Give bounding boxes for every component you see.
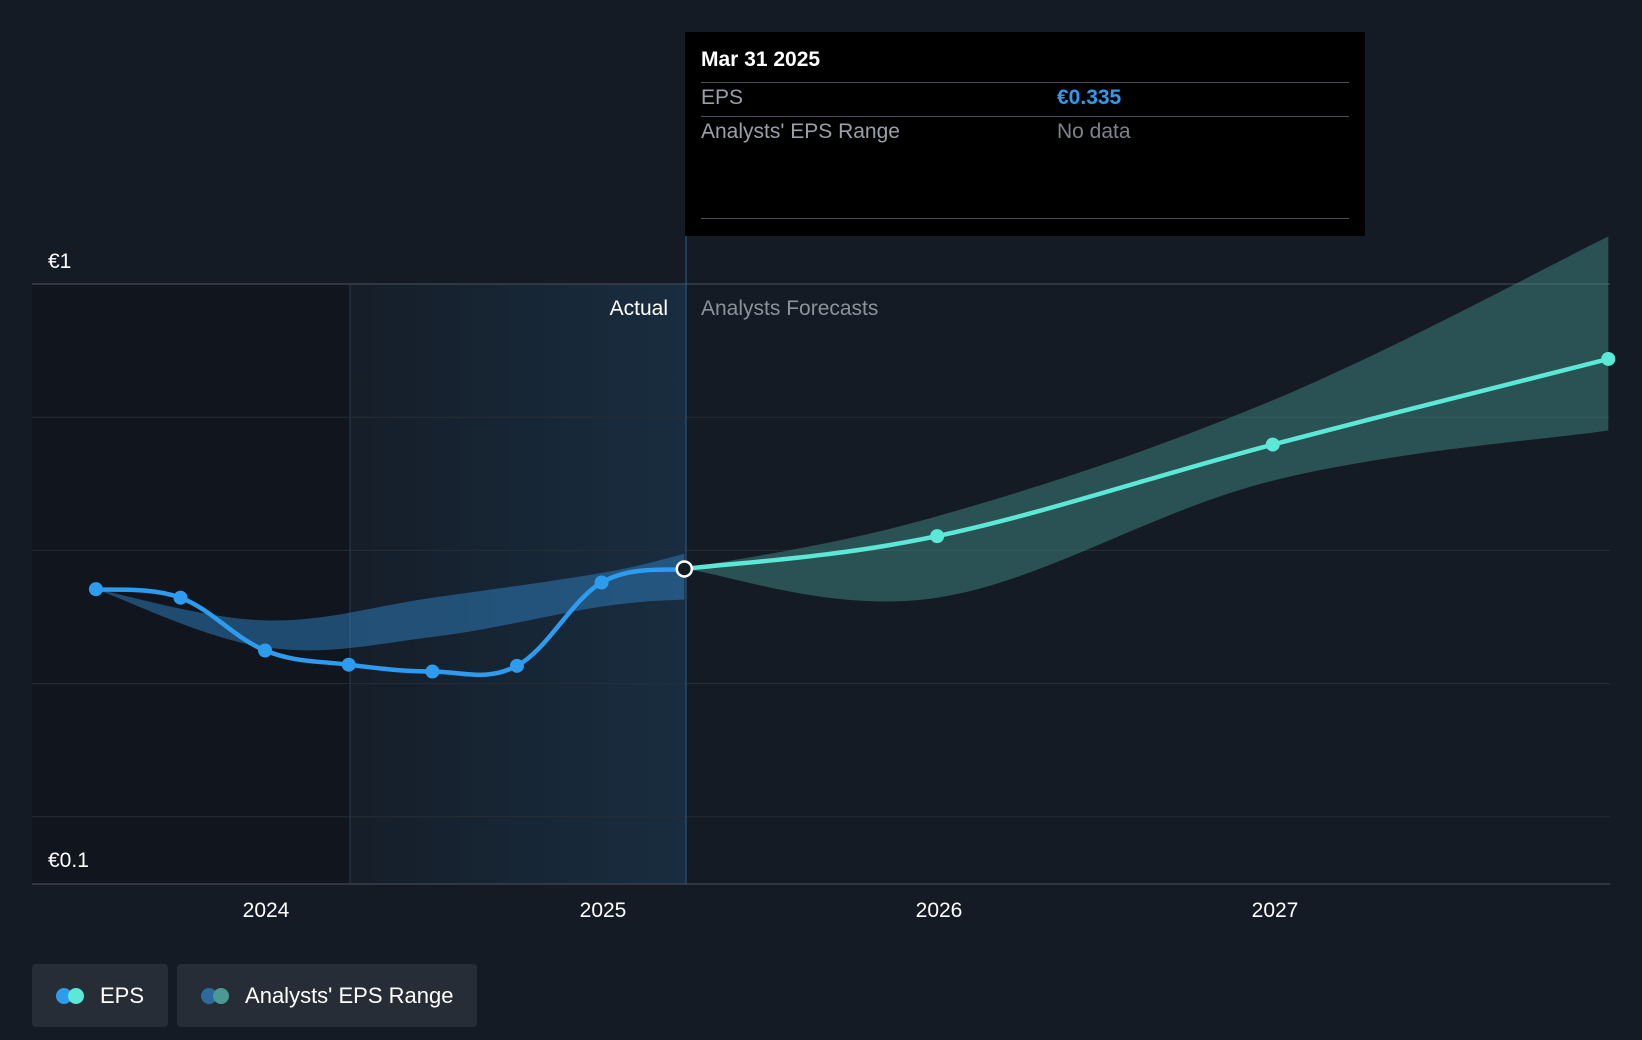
eps-dot-icon [56, 987, 86, 1004]
eps-point-actual[interactable] [173, 590, 188, 605]
range-dot-icon [201, 987, 231, 1004]
eps-point-actual[interactable] [425, 664, 440, 679]
actual-region-label: Actual [610, 297, 668, 320]
eps-point-actual[interactable] [341, 657, 356, 672]
tooltip-eps-value: €0.335 [1057, 86, 1122, 109]
x-tick-label: 2027 [1252, 899, 1299, 922]
tooltip-range-value: No data [1057, 120, 1131, 143]
x-tick-label: 2026 [916, 899, 963, 922]
eps-point-highlighted[interactable] [675, 560, 694, 578]
tooltip-range-label: Analysts' EPS Range [701, 120, 900, 143]
tooltip-divider [701, 218, 1349, 219]
actual-range-band [95, 553, 685, 651]
tooltip-divider [701, 116, 1349, 117]
tooltip-date: Mar 31 2025 [701, 48, 821, 71]
eps-point-forecast[interactable] [1601, 351, 1616, 366]
forecast-region-label: Analysts Forecasts [701, 297, 878, 320]
legend-item-eps[interactable]: EPS [32, 964, 169, 1027]
eps-point-forecast[interactable] [930, 529, 945, 544]
eps-line-forecast [682, 356, 1611, 572]
legend-label-range: Analysts' EPS Range [245, 982, 454, 1008]
data-tooltip: Mar 31 2025 EPS €0.335 Analysts' EPS Ran… [685, 32, 1365, 236]
eps-point-actual[interactable] [594, 575, 609, 590]
eps-point-actual[interactable] [88, 582, 103, 597]
forecast-range-band [684, 236, 1609, 602]
legend-label-eps: EPS [100, 982, 145, 1008]
eps-line-actual [93, 566, 687, 678]
y-tick-label-bottom: €0.1 [48, 849, 89, 872]
eps-point-actual[interactable] [258, 643, 273, 658]
eps-point-actual[interactable] [509, 658, 524, 673]
legend-item-range[interactable]: Analysts' EPS Range [177, 964, 478, 1027]
eps-point-forecast[interactable] [1265, 437, 1280, 452]
chart-legend: EPS Analysts' EPS Range [32, 964, 478, 1027]
y-tick-label-top: €1 [48, 250, 71, 273]
tooltip-eps-label: EPS [701, 86, 744, 109]
x-tick-label: 2024 [243, 899, 290, 922]
tooltip-divider [701, 82, 1349, 83]
past-region-shade [32, 284, 350, 884]
x-tick-label: 2025 [580, 899, 627, 922]
